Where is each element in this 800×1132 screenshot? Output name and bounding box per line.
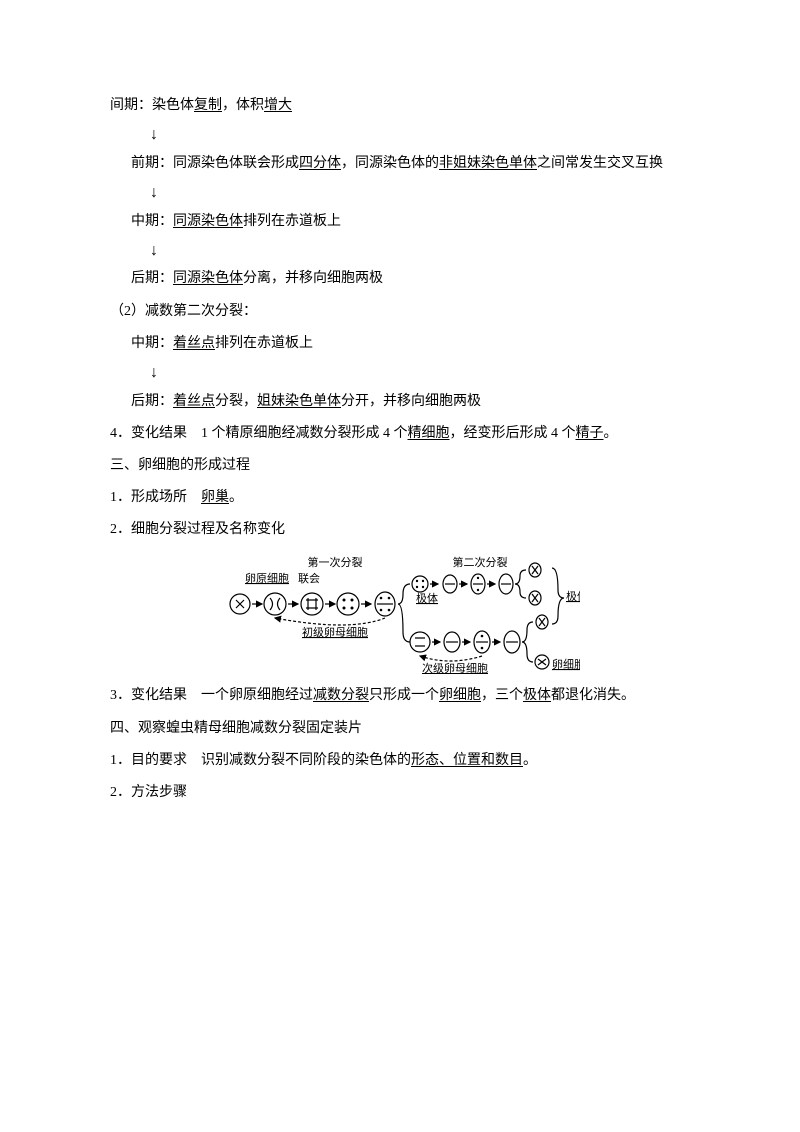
- text: 后期：: [131, 271, 173, 286]
- underline: 非姐妹染色单体: [439, 156, 537, 171]
- text: 分裂，: [215, 394, 257, 409]
- text: 1．形成场所: [110, 490, 201, 505]
- label-egg: 卵细胞: [552, 658, 580, 671]
- arrow-down: ↓: [110, 180, 690, 206]
- text: 。: [604, 426, 618, 441]
- label-polar-right: 极体: [566, 589, 580, 603]
- underline: 同源染色体: [173, 214, 243, 229]
- arrow-down: ↓: [110, 122, 690, 148]
- text: 排列在赤道板上: [215, 336, 313, 351]
- text: ，同源染色体的: [341, 156, 439, 171]
- underline: 着丝点: [173, 394, 215, 409]
- process-2-line: 2．细胞分裂过程及名称变化: [110, 514, 690, 546]
- text: 分离，并移向细胞两极: [243, 271, 383, 286]
- label-oogonium: 卵原细胞: [245, 572, 289, 585]
- text: ，经变形后形成 4 个: [450, 426, 576, 441]
- oogenesis-diagram: 第一次分裂 第二次分裂 卵原细胞 联会: [110, 554, 690, 674]
- text: 分开，并移向细胞两极: [341, 394, 481, 409]
- label-polar-mid: 极体: [416, 591, 438, 605]
- underline: 四分体: [299, 156, 341, 171]
- underline: 同源染色体: [173, 271, 243, 286]
- anaphase1-line: 后期：同源染色体分离，并移向细胞两极: [110, 263, 690, 295]
- text: 前期：同源染色体联会形成: [131, 156, 299, 171]
- text: 排列在赤道板上: [243, 214, 341, 229]
- text: ，体积: [222, 98, 264, 113]
- text: 间期：染色体: [110, 98, 194, 113]
- text: 只形成一个: [369, 688, 439, 703]
- section-4-heading: 四、观察蝗虫精母细胞减数分裂固定装片: [110, 713, 690, 745]
- result-4-line: 4．变化结果 1 个精原细胞经减数分裂形成 4 个精细胞，经变形后形成 4 个精…: [110, 418, 690, 450]
- underline: 复制: [194, 98, 222, 113]
- label-primary: 初级卵母细胞: [302, 625, 368, 639]
- text: 中期：: [131, 214, 173, 229]
- result-3-line: 3．变化结果 一个卵原细胞经过减数分裂只形成一个卵细胞，三个极体都退化消失。: [110, 680, 690, 712]
- text: 1．目的要求 识别减数分裂不同阶段的染色体的: [110, 753, 411, 768]
- interphase-line: 间期：染色体复制，体积增大: [110, 90, 690, 122]
- diagram-title-1: 第一次分裂: [308, 555, 363, 569]
- prophase-line: 前期：同源染色体联会形成四分体，同源染色体的非姐妹染色单体之间常发生交叉互换: [110, 148, 690, 180]
- goal-line: 1．目的要求 识别减数分裂不同阶段的染色体的形态、位置和数目。: [110, 745, 690, 777]
- section-3-heading: 三、卵细胞的形成过程: [110, 450, 690, 482]
- underline: 形态、位置和数目: [411, 753, 523, 768]
- location-line: 1．形成场所 卵巢。: [110, 482, 690, 514]
- text: 。: [229, 490, 243, 505]
- underline: 增大: [264, 98, 292, 113]
- underline: 卵巢: [201, 490, 229, 505]
- text: 之间常发生交叉互换: [537, 156, 663, 171]
- label-secondary: 次级卵母细胞: [422, 661, 488, 674]
- text: 中期：: [131, 336, 173, 351]
- underline: 着丝点: [173, 336, 215, 351]
- arrow-down: ↓: [110, 360, 690, 386]
- text: 3．变化结果 一个卵原细胞经过: [110, 688, 313, 703]
- text: 后期：: [131, 394, 173, 409]
- diagram-title-2: 第二次分裂: [453, 555, 508, 569]
- underline: 精细胞: [408, 426, 450, 441]
- underline: 精子: [576, 426, 604, 441]
- anaphase2-line: 后期：着丝点分裂，姐妹染色单体分开，并移向细胞两极: [110, 386, 690, 418]
- metaphase1-line: 中期：同源染色体排列在赤道板上: [110, 206, 690, 238]
- arrow-down: ↓: [110, 238, 690, 264]
- metaphase2-line: 中期：着丝点排列在赤道板上: [110, 328, 690, 360]
- text: ，三个: [481, 688, 523, 703]
- division2-label: （2）减数第二次分裂：: [110, 296, 690, 328]
- underline: 姐妹染色单体: [257, 394, 341, 409]
- text: 4．变化结果 1 个精原细胞经减数分裂形成 4 个: [110, 426, 408, 441]
- steps-line: 2．方法步骤: [110, 777, 690, 809]
- underline: 卵细胞: [439, 688, 481, 703]
- underline: 极体: [523, 688, 551, 703]
- text: 。: [523, 753, 537, 768]
- label-synapsis: 联会: [298, 572, 320, 585]
- underline: 减数分裂: [313, 688, 369, 703]
- document-page: 间期：染色体复制，体积增大 ↓ 前期：同源染色体联会形成四分体，同源染色体的非姐…: [0, 0, 800, 869]
- text: 都退化消失。: [551, 688, 635, 703]
- diagram-svg: 第一次分裂 第二次分裂 卵原细胞 联会: [220, 554, 580, 674]
